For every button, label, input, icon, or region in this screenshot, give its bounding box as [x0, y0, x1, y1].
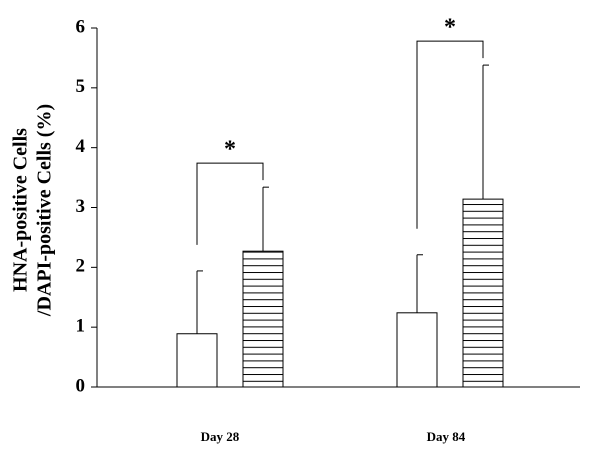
y-tick-label: 2: [76, 256, 86, 277]
bar: [242, 250, 284, 388]
y-tick-label: 4: [76, 136, 86, 157]
significance-bracket: [416, 40, 484, 229]
significance-label: *: [224, 137, 236, 163]
significance-label: *: [444, 15, 456, 41]
y-axis-label: /DAPI-positive Cells (%): [34, 104, 56, 317]
y-tick-label: 1: [76, 316, 86, 337]
y-tick-label: 6: [76, 16, 86, 37]
x-tick-label: Day 28: [201, 429, 240, 444]
bar: [396, 312, 438, 388]
x-tick-label: Day 84: [427, 429, 466, 444]
y-axis-label: HNA-positive Cells: [10, 128, 32, 292]
bar: [462, 198, 504, 388]
y-tick-label: 0: [76, 375, 86, 396]
y-tick-label: 5: [76, 76, 86, 97]
bar: [176, 333, 218, 388]
y-tick-label: 3: [76, 196, 86, 217]
significance-bracket: [196, 162, 264, 245]
